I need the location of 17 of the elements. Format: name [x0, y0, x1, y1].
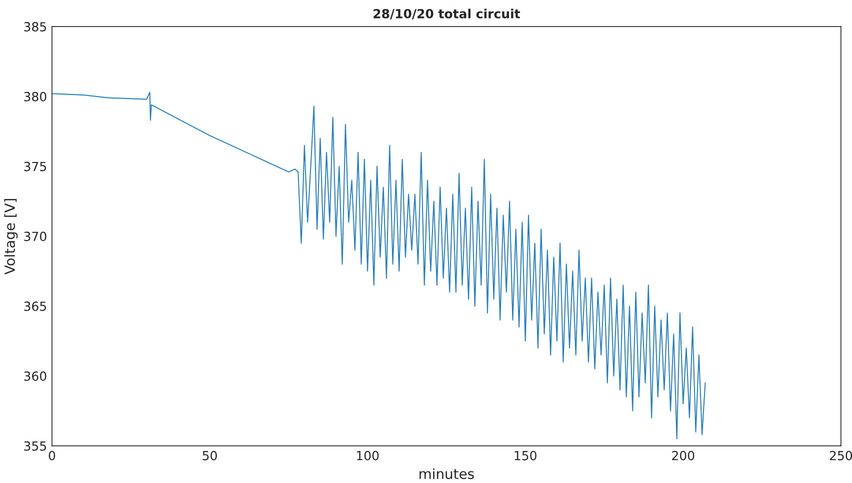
y-tick-label: 375 — [24, 162, 46, 172]
x-tick-label: 250 — [830, 450, 852, 460]
line-series — [52, 92, 706, 440]
x-axis-title: minutes — [420, 468, 474, 480]
y-tick-label: 365 — [24, 302, 46, 311]
x-tick-label: 200 — [672, 450, 694, 460]
x-tick-label: 150 — [514, 450, 536, 460]
y-tick-label: 355 — [24, 441, 46, 451]
x-tick-label: 0 — [48, 450, 56, 460]
y-tick-label: 380 — [24, 92, 46, 102]
x-tick-label: 50 — [202, 450, 217, 460]
y-tick-label: 385 — [24, 22, 46, 32]
y-tick-label: 370 — [24, 232, 46, 242]
x-tick-label: 100 — [356, 450, 379, 460]
chart-title: 28/10/20 total circuit — [374, 8, 520, 20]
y-tick-label: 360 — [24, 371, 46, 381]
y-axis-title: Voltage [V] — [4, 198, 18, 275]
